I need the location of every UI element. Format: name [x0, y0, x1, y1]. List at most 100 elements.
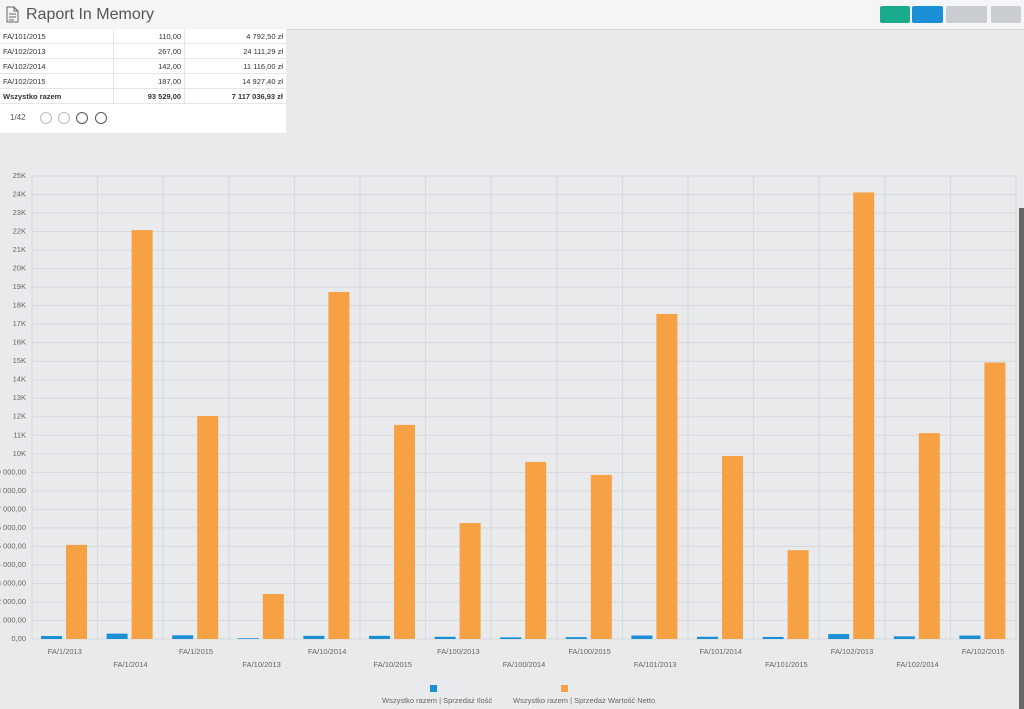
- last-page[interactable]: [94, 112, 107, 124]
- prev-page[interactable]: [58, 112, 71, 124]
- x-tick-label: FA/10/2013: [242, 660, 280, 669]
- table-row: FA/101/2015 110,00 4 792,50 zł: [0, 29, 286, 44]
- page-number: 1/42: [10, 113, 26, 123]
- legend-swatch: [561, 685, 568, 692]
- x-tick-label: FA/101/2015: [765, 660, 808, 669]
- bar: [434, 636, 456, 639]
- table-button[interactable]: [946, 6, 987, 23]
- legend-label: Wszystko razem | Sprzedaż Ilość: [382, 696, 493, 705]
- y-tick-label: 1 000,00: [0, 615, 26, 624]
- save-button[interactable]: [880, 6, 910, 23]
- bar: [762, 636, 784, 639]
- y-tick-label: 21K: [13, 245, 26, 254]
- table-cell: 14 927,40 zł: [184, 73, 286, 89]
- y-tick-label: 17K: [13, 319, 26, 328]
- x-tick-label: FA/102/2015: [962, 647, 1005, 656]
- y-tick-label: 7 000,00: [0, 504, 26, 513]
- bar: [565, 637, 587, 639]
- bar: [303, 635, 325, 639]
- bar: [394, 424, 415, 639]
- bar: [66, 544, 87, 639]
- y-tick-label: 18K: [13, 301, 26, 310]
- bar: [722, 456, 743, 639]
- header: Raport In Memory: [0, 0, 1024, 30]
- table-cell: 267,00: [113, 43, 185, 59]
- table-cell: FA/102/2013: [0, 43, 114, 59]
- scrollbar: [1019, 208, 1024, 709]
- next-page[interactable]: [76, 112, 89, 124]
- y-tick-label: 2 000,00: [0, 597, 26, 606]
- legend-label: Wszystko razem | Sprzedaż Wartość Netto: [513, 696, 655, 705]
- doc-icon: [6, 6, 19, 23]
- bar: [959, 635, 981, 639]
- y-tick-label: 11K: [13, 430, 26, 439]
- bar: [41, 636, 62, 639]
- bar: [918, 433, 940, 639]
- x-tick-label: FA/100/2013: [437, 647, 480, 656]
- y-tick-label: 12K: [13, 412, 26, 421]
- bar: [893, 636, 915, 639]
- x-tick-label: FA/1/2015: [179, 647, 213, 656]
- y-tick-label: 0,00: [11, 634, 26, 643]
- table-cell: FA/101/2015: [0, 29, 114, 44]
- x-tick-label: FA/1/2013: [48, 647, 82, 656]
- y-tick-label: 10K: [13, 449, 26, 458]
- x-tick-label: FA/101/2013: [634, 660, 677, 669]
- bar: [828, 634, 850, 639]
- table-cell: 110,00: [113, 29, 185, 44]
- y-tick-label: 19K: [13, 282, 26, 291]
- bar: [172, 635, 194, 639]
- bar: [656, 313, 678, 639]
- table-cell: 24 111,29 zł: [184, 43, 286, 59]
- bar: [106, 633, 128, 639]
- table-cell: 93 529,00: [113, 88, 185, 104]
- bar: [369, 635, 390, 639]
- x-tick-label: FA/101/2014: [700, 647, 743, 656]
- y-tick-label: 25K: [13, 171, 26, 180]
- bar: [500, 637, 522, 639]
- y-tick-label: 24K: [13, 190, 26, 199]
- x-tick-label: FA/10/2014: [308, 647, 346, 656]
- x-tick-label: FA/100/2014: [503, 660, 546, 669]
- bar: [525, 461, 547, 639]
- bar: [197, 416, 219, 639]
- bar: [131, 230, 153, 639]
- table-row: FA/102/2015 187,00 14 927,40 zł: [0, 73, 286, 89]
- x-tick-label: FA/102/2013: [831, 647, 874, 656]
- x-tick-label: FA/102/2014: [896, 660, 939, 669]
- bar: [631, 635, 653, 639]
- table-panel: FA/101/2015 110,00 4 792,50 zł FA/102/2013 2…: [0, 29, 286, 133]
- y-tick-label: 23K: [13, 208, 26, 217]
- bar: [787, 550, 809, 639]
- table-cell: 4 792,50 zł: [184, 29, 286, 44]
- x-tick-label: FA/1/2014: [113, 660, 147, 669]
- filter-button[interactable]: [912, 6, 943, 23]
- menu-button[interactable]: [991, 6, 1021, 23]
- table-cell: 142,00: [113, 58, 185, 74]
- table-row: FA/102/2013 267,00 24 111,29 zł: [0, 43, 286, 59]
- y-tick-label: 14K: [13, 375, 26, 384]
- table-cell: 11 116,00 zł: [184, 58, 286, 74]
- y-tick-label: 13K: [13, 393, 26, 402]
- y-tick-label: 8 000,00: [0, 486, 26, 495]
- bar: [262, 593, 284, 639]
- first-page[interactable]: [39, 112, 52, 124]
- pager: 1/42: [10, 112, 107, 124]
- bar: [237, 638, 259, 639]
- y-tick-label: 5 000,00: [0, 541, 26, 550]
- y-tick-label: 22K: [13, 227, 26, 236]
- table-cell: FA/102/2015: [0, 73, 114, 89]
- y-tick-label: 6 000,00: [0, 523, 26, 532]
- table-row: Wszystko razem 93 529,00 7 117 036,93 zł: [0, 88, 286, 104]
- y-tick-label: 3 000,00: [0, 578, 26, 587]
- y-tick-label: 4 000,00: [0, 560, 26, 569]
- y-tick-label: 16K: [13, 338, 26, 347]
- y-tick-label: 20K: [13, 264, 26, 273]
- data-table: FA/101/2015 110,00 4 792,50 zł FA/102/2013 2…: [0, 29, 286, 104]
- table-cell: FA/102/2014: [0, 58, 114, 74]
- bar: [697, 636, 718, 639]
- table-cell: 187,00: [113, 73, 185, 89]
- table-cell: Wszystko razem: [0, 88, 114, 104]
- legend-swatch: [430, 685, 437, 692]
